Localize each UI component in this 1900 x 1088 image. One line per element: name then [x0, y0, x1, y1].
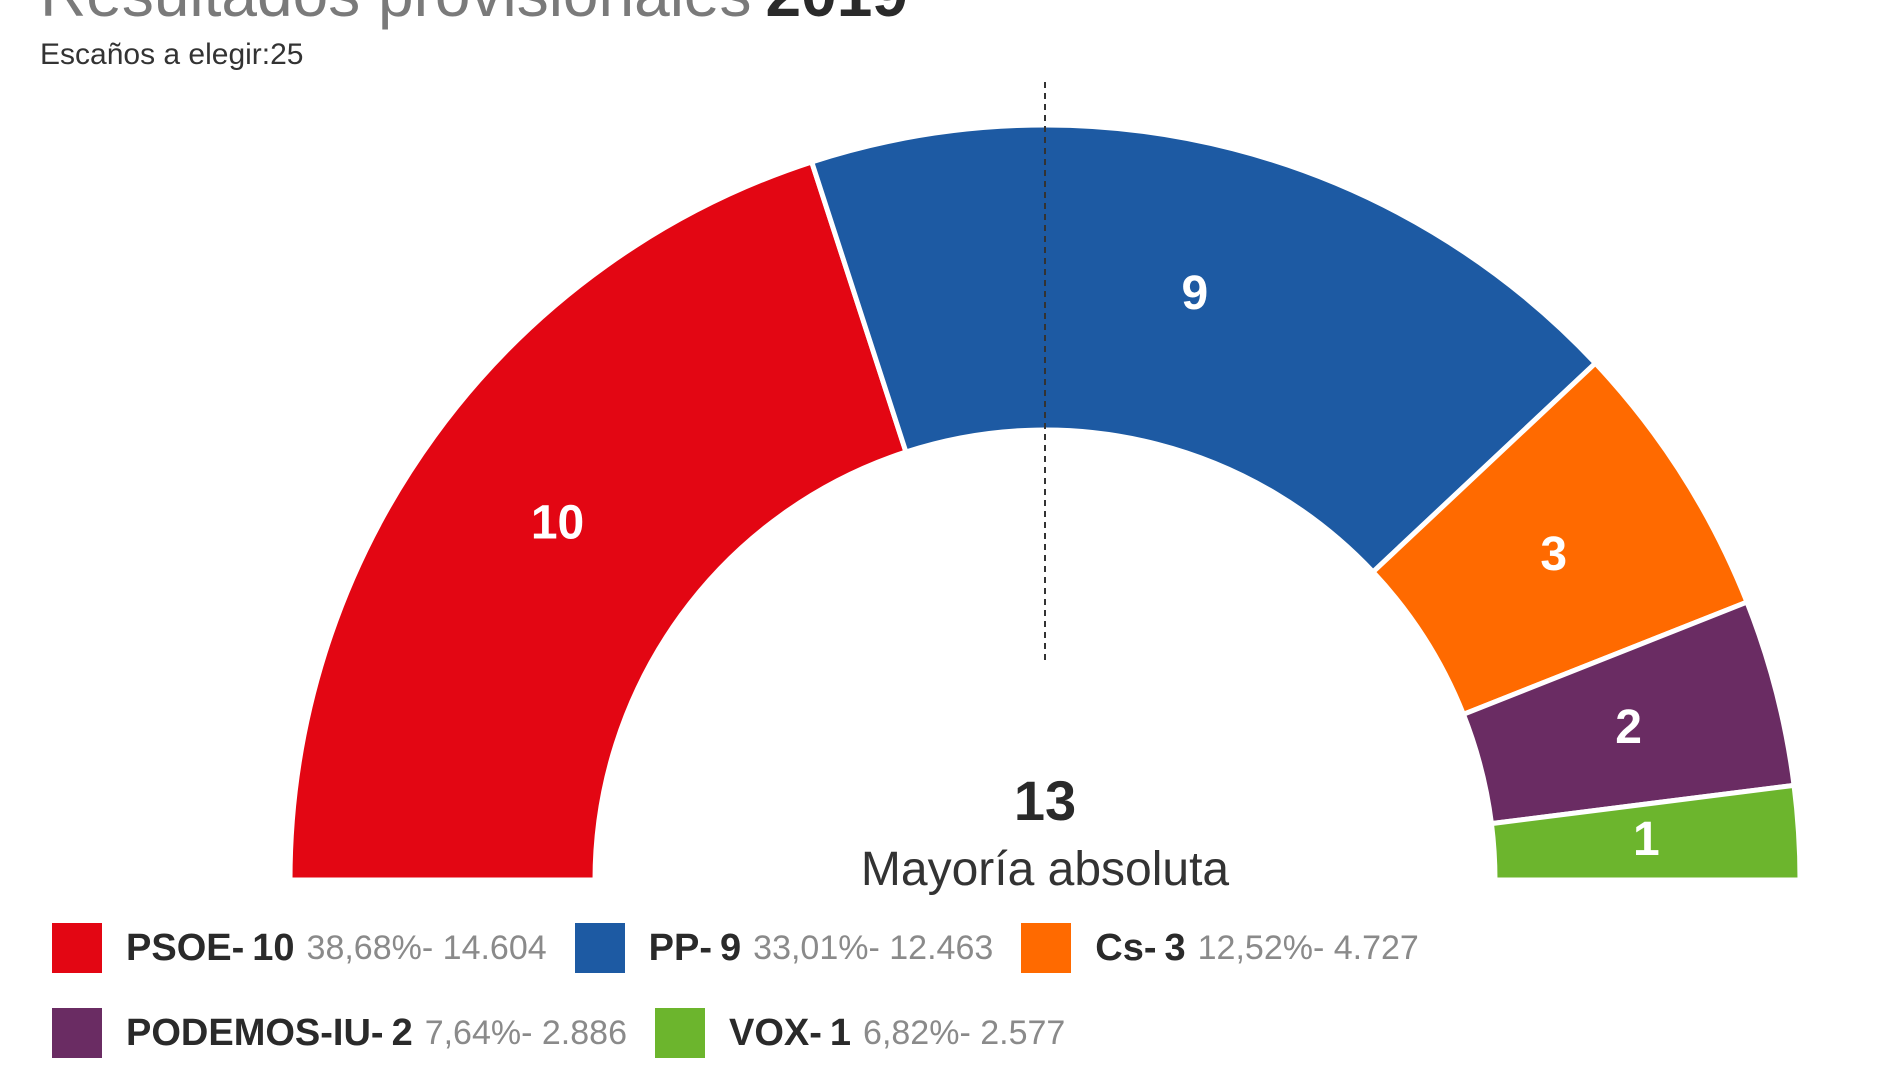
seats-to-elect: Escaños a elegir:25: [40, 38, 304, 71]
majority-number: 13: [1014, 769, 1076, 832]
seat-segment-vox: [1488, 782, 1803, 883]
legend-item-vox: VOX -1 6,82%- 2.577: [654, 1008, 1065, 1058]
seat-label-psoe: 10: [531, 497, 584, 550]
legend-votes: 4.727: [1333, 928, 1419, 967]
legend-separator: -: [809, 1011, 822, 1054]
legend-separator: -: [231, 926, 245, 969]
legend-seats: 1: [829, 1011, 852, 1054]
legend-seats: 10: [252, 926, 295, 969]
legend-swatch-vox: [654, 1008, 705, 1058]
seat-labels: 10 9 3 2 1: [531, 267, 1660, 866]
legend-votes: 14.604: [442, 928, 547, 967]
legend-percent: 12,52%: [1197, 928, 1313, 967]
seat-label-cs: 3: [1540, 528, 1567, 581]
legend-swatch-cs: [1021, 923, 1072, 973]
legend-seats: 9: [720, 926, 742, 969]
parliament-chart: 10 9 3 2 1 13 Mayoría absoluta: [287, 82, 1803, 896]
legend-separator: -: [370, 1011, 384, 1054]
legend-stats: 38,68%- 14.604: [307, 929, 547, 968]
legend-row-1: PSOE -10 38,68%- 14.604 PP -9 33,01%- 12.4…: [52, 918, 1872, 978]
legend-percent: 33,01%: [753, 928, 869, 967]
legend-seats: 2: [391, 1011, 413, 1054]
seat-segment-psoe: [287, 158, 910, 883]
chart-title-year: 2019: [766, 0, 908, 30]
majority-label: Mayoría absoluta: [861, 843, 1230, 896]
legend-votes: 2.886: [541, 1013, 627, 1052]
legend-percent: 6,82%: [863, 1013, 960, 1052]
chart-title-text: Resultados provisionales: [40, 0, 752, 30]
legend-party-name: PP: [648, 926, 700, 969]
seat-segments: [287, 122, 1803, 883]
legend-stats: 6,82%- 2.577: [863, 1014, 1065, 1053]
legend-separator: -: [421, 928, 434, 967]
seat-label-pp: 9: [1181, 267, 1208, 320]
legend-party-name: PSOE: [126, 926, 232, 969]
legend-party-name: Cs: [1095, 926, 1144, 969]
legend-separator: -: [1312, 928, 1325, 967]
seat-label-vox: 1: [1633, 813, 1660, 866]
legend-votes: 2.577: [980, 1013, 1066, 1052]
legend-stats: 12,52%- 4.727: [1198, 929, 1419, 968]
chart-title: Resultados provisionales2019: [40, 0, 908, 26]
legend-swatch-pp: [574, 923, 625, 973]
seat-segment-pp: [808, 122, 1599, 576]
legend: PSOE -10 38,68%- 14.604 PP -9 33,01%- 12.4…: [52, 918, 1872, 1088]
legend-row-2: PODEMOS-IU -2 7,64%- 2.886 VOX -1 6,82%- 2…: [52, 1003, 1872, 1063]
legend-separator: -: [521, 1013, 533, 1052]
legend-percent: 7,64%: [424, 1013, 522, 1052]
legend-party-name: VOX: [728, 1011, 810, 1054]
legend-swatch-psoe: [52, 923, 102, 973]
legend-separator: -: [868, 928, 880, 967]
legend-separator: -: [959, 1013, 971, 1052]
legend-swatch-podemos-iu: [52, 1008, 102, 1058]
legend-item-cs: Cs -3 12,52%- 4.727: [1021, 923, 1419, 973]
legend-separator: -: [699, 926, 713, 969]
legend-seats: 3: [1164, 926, 1186, 969]
seat-label-podemos-iu: 2: [1615, 701, 1642, 754]
legend-votes: 12.463: [889, 928, 994, 967]
legend-party-name: PODEMOS-IU: [126, 1011, 371, 1054]
legend-item-psoe: PSOE -10 38,68%- 14.604: [52, 923, 547, 973]
legend-stats: 33,01%- 12.463: [753, 929, 993, 968]
legend-separator: -: [1143, 926, 1157, 969]
legend-item-podemos-iu: PODEMOS-IU -2 7,64%- 2.886: [52, 1008, 627, 1058]
legend-stats: 7,64%- 2.886: [425, 1014, 627, 1053]
legend-percent: 38,68%: [306, 928, 422, 967]
legend-item-pp: PP -9 33,01%- 12.463: [574, 923, 993, 973]
